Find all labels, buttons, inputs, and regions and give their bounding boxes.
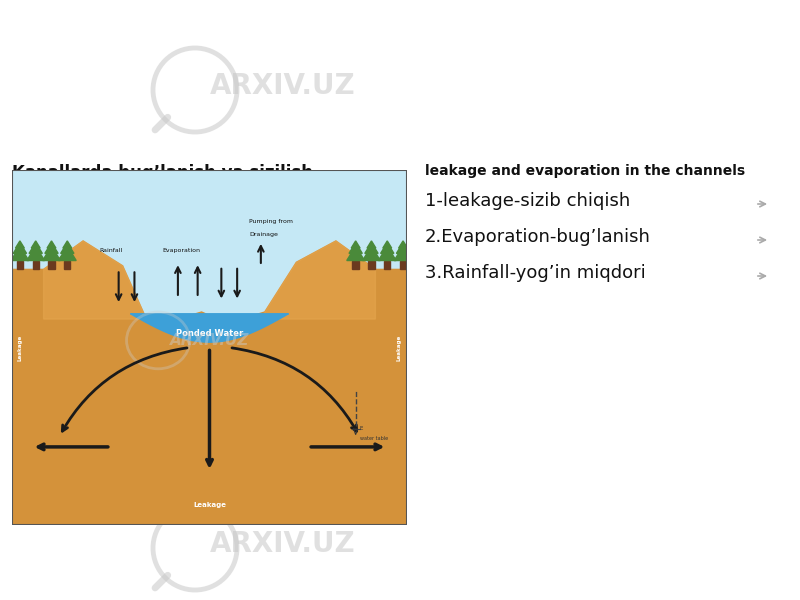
Bar [384, 260, 390, 269]
Polygon shape [47, 241, 56, 248]
Text: ARXIV.UZ: ARXIV.UZ [170, 333, 249, 348]
Bar [12, 347, 407, 525]
Polygon shape [15, 241, 24, 248]
Text: leakage and evaporation in the channels: leakage and evaporation in the channels [425, 164, 745, 178]
Polygon shape [362, 246, 380, 260]
Text: 2.Evaporation-bug’lanish: 2.Evaporation-bug’lanish [425, 228, 651, 246]
Text: 1-leakage-sizib chiqish: 1-leakage-sizib chiqish [425, 192, 630, 210]
Polygon shape [29, 242, 42, 253]
Polygon shape [349, 242, 362, 253]
Text: ARXIV.UZ: ARXIV.UZ [210, 72, 355, 100]
Text: Ponded Water: Ponded Water [176, 329, 243, 338]
Polygon shape [45, 242, 58, 253]
Polygon shape [365, 242, 378, 253]
Text: water table: water table [360, 436, 388, 441]
Text: Pumping from: Pumping from [249, 219, 293, 224]
Text: Drainage: Drainage [249, 232, 278, 236]
Text: Rainfall: Rainfall [99, 248, 122, 253]
Polygon shape [130, 314, 289, 342]
Polygon shape [63, 241, 72, 248]
Text: ARXIV.UZ: ARXIV.UZ [210, 530, 355, 558]
Polygon shape [265, 241, 375, 319]
Text: Leakage: Leakage [193, 502, 226, 508]
Text: Leakage: Leakage [397, 334, 402, 361]
Bar [400, 260, 406, 269]
Polygon shape [11, 246, 29, 260]
Polygon shape [351, 241, 360, 248]
Polygon shape [367, 241, 376, 248]
Bar [17, 260, 23, 269]
Polygon shape [12, 241, 407, 525]
Text: E: E [360, 425, 363, 431]
Polygon shape [398, 241, 407, 248]
Text: Leakage: Leakage [18, 334, 22, 361]
Bar [353, 260, 359, 269]
Polygon shape [378, 246, 396, 260]
Polygon shape [42, 246, 60, 260]
Polygon shape [27, 246, 45, 260]
Polygon shape [58, 246, 76, 260]
Bar [48, 260, 54, 269]
Text: 3.Rainfall-yog’in miqdori: 3.Rainfall-yog’in miqdori [425, 264, 646, 282]
Polygon shape [61, 242, 74, 253]
Bar [368, 260, 374, 269]
Polygon shape [14, 242, 26, 253]
Text: Kanallarda bug’lanish va sizilish: Kanallarda bug’lanish va sizilish [12, 164, 313, 182]
Bar [12, 390, 407, 525]
Bar [12, 170, 407, 376]
Polygon shape [31, 241, 40, 248]
Polygon shape [383, 241, 392, 248]
Polygon shape [346, 246, 365, 260]
Polygon shape [43, 241, 146, 319]
Text: Evaporation: Evaporation [162, 248, 200, 253]
Bar [64, 260, 70, 269]
Bar [33, 260, 39, 269]
Polygon shape [396, 242, 410, 253]
Polygon shape [394, 246, 412, 260]
Polygon shape [381, 242, 394, 253]
